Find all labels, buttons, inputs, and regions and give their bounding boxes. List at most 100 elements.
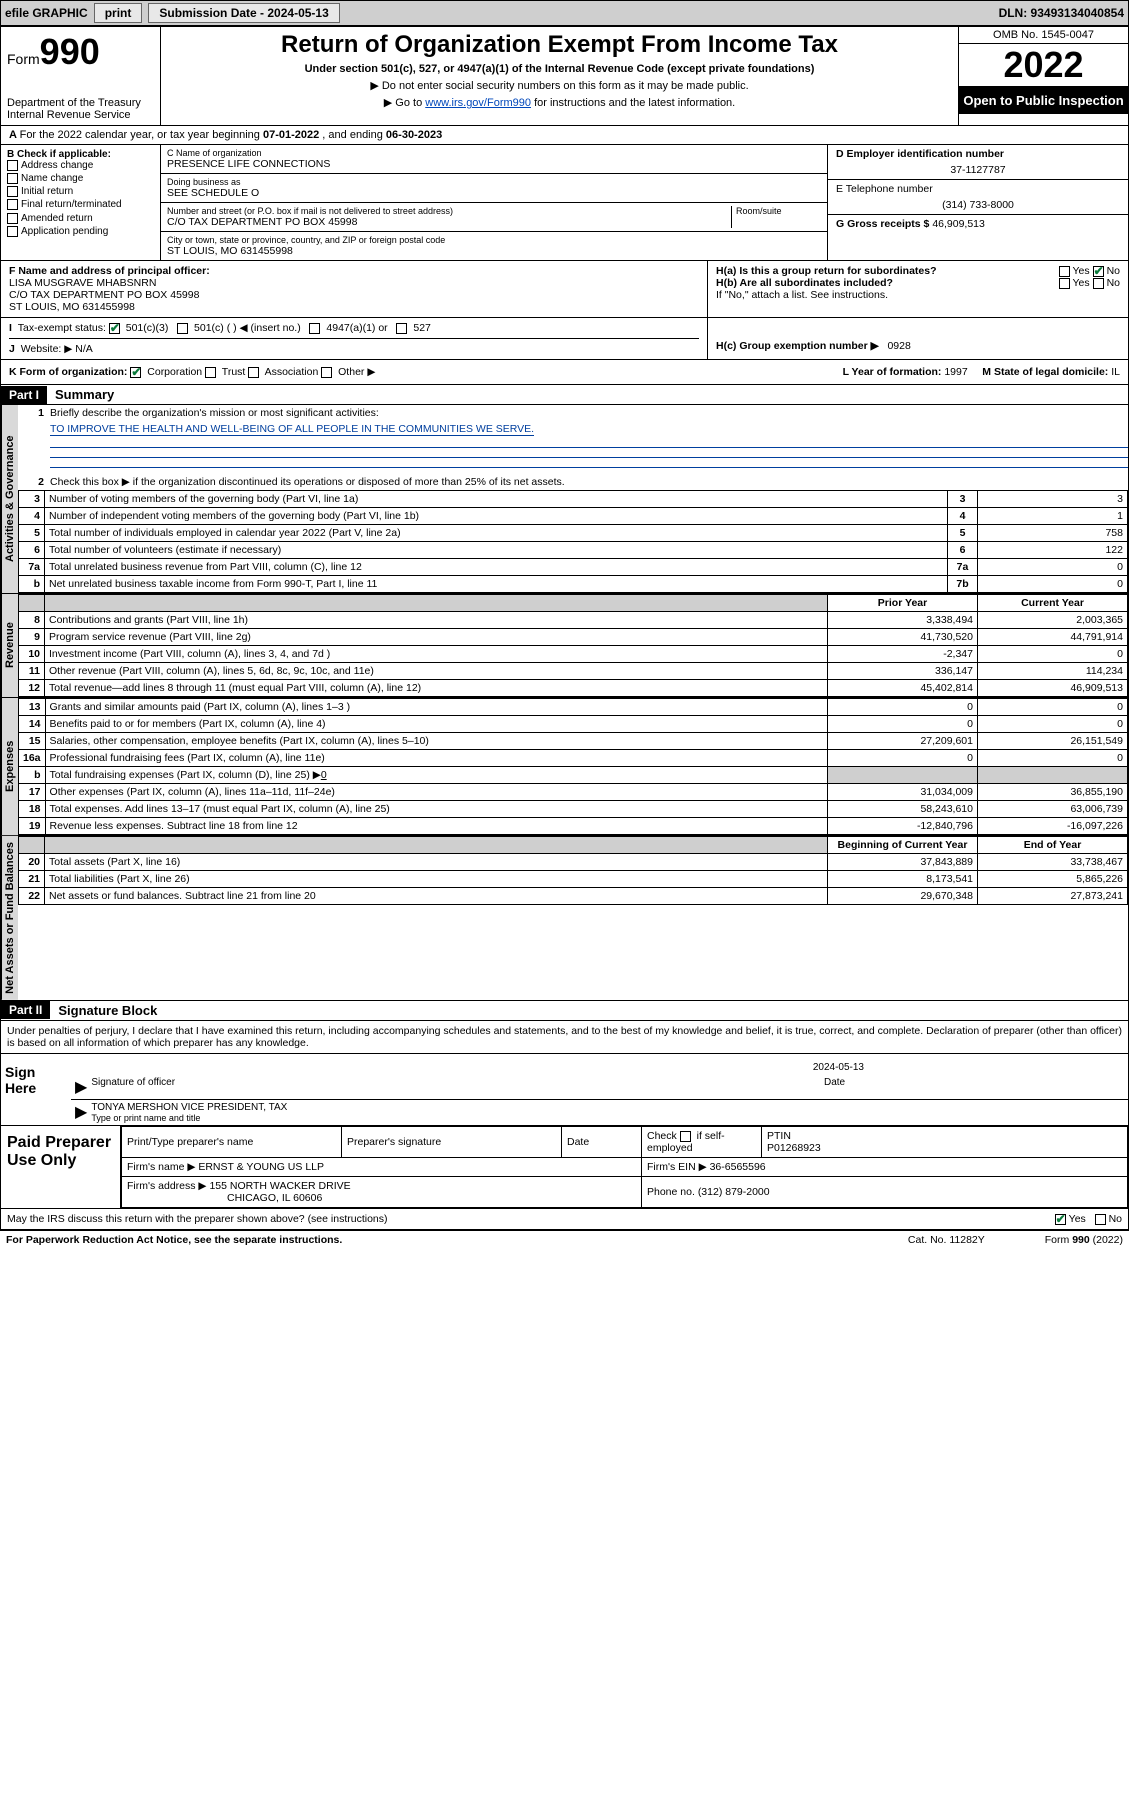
chk-application-pending[interactable]: Application pending: [7, 226, 154, 237]
submission-date-button[interactable]: Submission Date - 2024-05-13: [148, 3, 339, 23]
phone-value: (314) 733-8000: [836, 199, 1120, 211]
chk-initial-return[interactable]: Initial return: [7, 186, 154, 197]
irs-link[interactable]: www.irs.gov/Form990: [425, 97, 531, 109]
firm-addr-cell: Firm's address ▶ 155 NORTH WACKER DRIVE …: [122, 1176, 642, 1207]
chk-self-employed[interactable]: [680, 1131, 691, 1142]
chk-4947[interactable]: [309, 323, 320, 334]
chk-trust[interactable]: [205, 367, 216, 378]
row-7b: bNet unrelated business taxable income f…: [19, 576, 1128, 593]
l3-text: Number of voting members of the governin…: [45, 491, 948, 508]
city-value: ST LOUIS, MO 631455998: [167, 245, 821, 257]
firm-name-lbl: Firm's name ▶: [127, 1161, 195, 1173]
h-b-yes-chk[interactable]: [1059, 278, 1070, 289]
discuss-yes-chk[interactable]: [1055, 1214, 1066, 1225]
sign-right: 2024-05-13 ▶ Signature of officer Date ▶…: [71, 1054, 1128, 1125]
chk-final-return[interactable]: Final return/terminated: [7, 199, 154, 210]
firm-phone-lbl: Phone no.: [647, 1186, 695, 1198]
chk-address-change[interactable]: Address change: [7, 160, 154, 171]
l20-curr: 33,738,467: [978, 854, 1128, 871]
l18-text: Total expenses. Add lines 13–17 (must eq…: [45, 801, 827, 818]
chk-final-return-label: Final return/terminated: [21, 200, 122, 211]
officer-line1: LISA MUSGRAVE MHABSNRN: [9, 277, 156, 289]
col-b-checkboxes: B Check if applicable: Address change Na…: [1, 145, 161, 260]
l17-prior: 31,034,009: [828, 784, 978, 801]
prep-check-lbl: Check: [647, 1130, 677, 1142]
begin-hdr: Beginning of Current Year: [828, 837, 978, 854]
row-19: 19Revenue less expenses. Subtract line 1…: [19, 818, 1128, 835]
officer-line2: C/O TAX DEPARTMENT PO BOX 45998: [9, 289, 199, 301]
tax-year-end: 06-30-2023: [386, 129, 442, 141]
l9-text: Program service revenue (Part VIII, line…: [45, 629, 828, 646]
prep-row-1: Print/Type preparer's name Preparer's si…: [122, 1126, 1128, 1157]
row-3: 3Number of voting members of the governi…: [19, 491, 1128, 508]
l8-prior: 3,338,494: [828, 612, 978, 629]
h-a-yes-chk[interactable]: [1059, 266, 1070, 277]
expenses-body: 13Grants and similar amounts paid (Part …: [18, 698, 1128, 835]
l19-text: Revenue less expenses. Subtract line 18 …: [45, 818, 827, 835]
note-link-post: for instructions and the latest informat…: [531, 97, 735, 109]
omb-number: OMB No. 1545-0047: [959, 27, 1128, 44]
note-ssn-text: Do not enter social security numbers on …: [382, 80, 749, 92]
chk-other[interactable]: [321, 367, 332, 378]
l16b-val: 0: [321, 769, 327, 781]
sign-here-label: Sign Here: [1, 1054, 71, 1125]
lm-block: L Year of formation: 1997 M State of leg…: [843, 366, 1120, 378]
l12-text: Total revenue—add lines 8 through 11 (mu…: [45, 680, 828, 697]
note-link: ▶ Go to www.irs.gov/Form990 for instruct…: [169, 96, 950, 109]
chk-name-change[interactable]: Name change: [7, 173, 154, 184]
sig-date-value: 2024-05-13: [813, 1062, 864, 1073]
row-21: 21Total liabilities (Part X, line 26)8,1…: [19, 871, 1128, 888]
discuss-no-chk[interactable]: [1095, 1214, 1106, 1225]
col-c-org-info: C Name of organization PRESENCE LIFE CON…: [161, 145, 828, 260]
l22-curr: 27,873,241: [978, 888, 1128, 905]
l6-text: Total number of volunteers (estimate if …: [45, 542, 948, 559]
row-net-hdr: Beginning of Current YearEnd of Year: [19, 837, 1128, 854]
l16a-text: Professional fundraising fees (Part IX, …: [45, 750, 827, 767]
lbl-4947: 4947(a)(1) or: [326, 322, 387, 334]
l22-text: Net assets or fund balances. Subtract li…: [45, 888, 828, 905]
vtab-expenses: Expenses: [1, 698, 18, 835]
chk-527[interactable]: [396, 323, 407, 334]
chk-corp[interactable]: [130, 367, 141, 378]
mission-text: TO IMPROVE THE HEALTH AND WELL-BEING OF …: [50, 423, 534, 436]
h-a-no-chk[interactable]: [1093, 266, 1104, 277]
rule-3: [50, 458, 1128, 468]
dln-label: DLN: 93493134040854: [999, 6, 1124, 20]
row-4: 4Number of independent voting members of…: [19, 508, 1128, 525]
chk-name-change-label: Name change: [21, 173, 83, 184]
city-label: City or town, state or province, country…: [167, 235, 821, 245]
part-1-badge: Part I: [1, 386, 47, 404]
row-a-pre: For the 2022 calendar year, or tax year …: [20, 129, 263, 141]
table-revenue: Prior YearCurrent Year 8Contributions an…: [18, 594, 1128, 697]
h-a-row: H(a) Is this a group return for subordin…: [716, 265, 1120, 277]
l15-curr: 26,151,549: [978, 733, 1128, 750]
h-b-no-chk[interactable]: [1093, 278, 1104, 289]
dba-label: Doing business as: [167, 177, 821, 187]
row-10: 10Investment income (Part VIII, column (…: [19, 646, 1128, 663]
lbl-other: Other ▶: [338, 366, 375, 378]
hc-label: H(c) Group exemption number ▶: [716, 340, 879, 352]
firm-ein-cell: Firm's EIN ▶ 36-6565596: [642, 1157, 1128, 1176]
h-b-yes: Yes: [1073, 277, 1090, 289]
dept-label: Department of the Treasury: [7, 97, 154, 109]
header-left: Form990 Department of the Treasury Inter…: [1, 27, 161, 125]
chk-amended-return[interactable]: Amended return: [7, 213, 154, 224]
h-b-row: H(b) Are all subordinates included? Yes …: [716, 277, 1120, 289]
l17-curr: 36,855,190: [978, 784, 1128, 801]
chk-501c[interactable]: [177, 323, 188, 334]
print-button[interactable]: print: [94, 3, 143, 23]
chk-assoc[interactable]: [248, 367, 259, 378]
l17-text: Other expenses (Part IX, column (A), lin…: [45, 784, 827, 801]
l11-text: Other revenue (Part VIII, column (A), li…: [45, 663, 828, 680]
l4-val: 1: [978, 508, 1128, 525]
row-14: 14Benefits paid to or for members (Part …: [19, 716, 1128, 733]
chk-501c3[interactable]: [109, 323, 120, 334]
paid-preparer-block: Paid Preparer Use Only Print/Type prepar…: [0, 1126, 1129, 1209]
prep-row-3: Firm's address ▶ 155 NORTH WACKER DRIVE …: [122, 1176, 1128, 1207]
row-17: 17Other expenses (Part IX, column (A), l…: [19, 784, 1128, 801]
table-net-assets: Beginning of Current YearEnd of Year 20T…: [18, 836, 1128, 905]
prep-table: Print/Type preparer's name Preparer's si…: [121, 1126, 1128, 1208]
note-link-pre: Go to: [395, 97, 425, 109]
tax-year: 2022: [959, 44, 1128, 87]
l19-prior: -12,840,796: [828, 818, 978, 835]
